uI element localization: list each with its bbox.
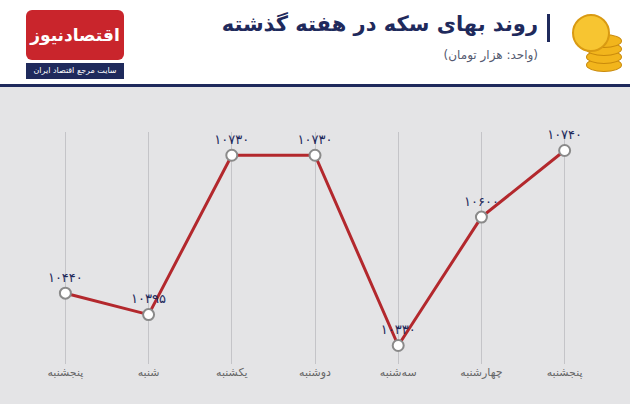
html-text:روند بهای سکه در هفته گذشته: روند بهای سکه در هفته گذشته xyxy=(221,12,538,36)
svg-text:۱۰۳۹۵: ۱۰۳۹۵ xyxy=(131,291,166,306)
svg-text:۱۰۷۴۰: ۱۰۷۴۰ xyxy=(547,127,582,142)
svg-text:۱۰۳۳۰: ۱۰۳۳۰ xyxy=(381,322,416,337)
svg-text:۱۰۴۴۰: ۱۰۴۴۰ xyxy=(48,270,83,285)
svg-text:۱۰۶۰۰: ۱۰۶۰۰ xyxy=(464,194,499,209)
svg-text:چهارشنبه: چهارشنبه xyxy=(460,366,502,379)
svg-text:پنجشنبه: پنجشنبه xyxy=(47,366,83,379)
html-text:سایت مرجع اقتصاد ایران: سایت مرجع اقتصاد ایران xyxy=(33,66,117,75)
svg-text:دوشنبه: دوشنبه xyxy=(299,366,331,379)
svg-text:پنجشنبه: پنجشنبه xyxy=(547,366,583,379)
svg-text:سه‌شنبه: سه‌شنبه xyxy=(380,366,417,379)
svg-text:یکشنبه: یکشنبه xyxy=(216,366,248,379)
html-text:اقتصادنیوز: اقتصادنیوز xyxy=(30,25,120,45)
svg-text:شنبه: شنبه xyxy=(138,366,160,379)
svg-text:۱۰۷۳۰: ۱۰۷۳۰ xyxy=(214,132,249,147)
html-text:(واحد: هزار تومان): (واحد: هزار تومان) xyxy=(443,48,538,62)
svg-text:۱۰۷۳۰: ۱۰۷۳۰ xyxy=(298,132,333,147)
